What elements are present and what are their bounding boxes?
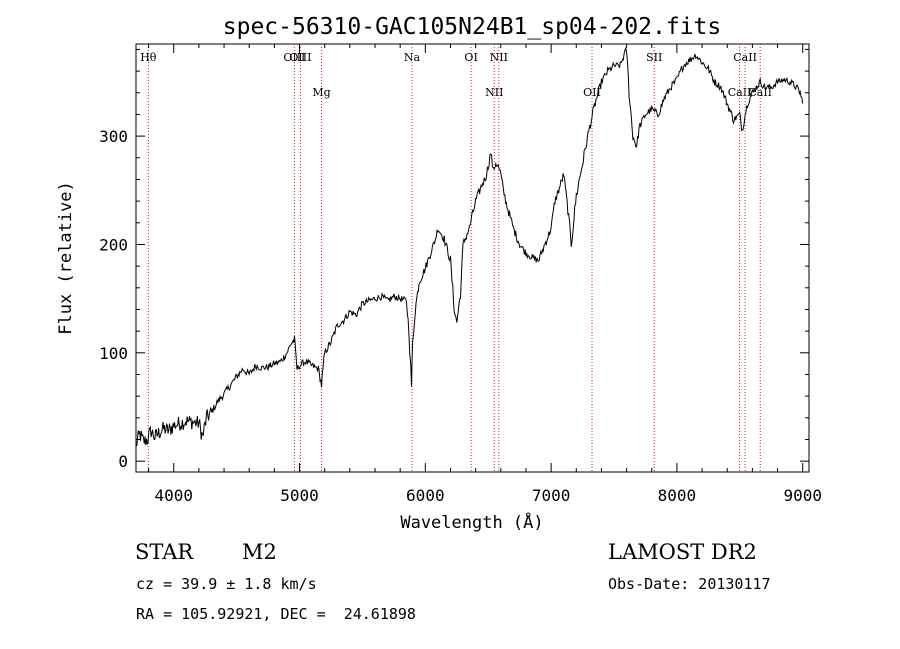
y-tick-label: 200	[99, 235, 128, 254]
y-tick-label: 100	[99, 344, 128, 363]
y-axis-label: Flux (relative)	[56, 181, 76, 335]
x-tick-label: 6000	[406, 486, 445, 505]
emission-line-label: OIII	[289, 51, 311, 64]
axis-ticks: 4000 5000 6000 7000 8000 9000 0 100 200 300	[99, 44, 822, 505]
object-subclass: M2	[242, 540, 277, 564]
emission-line-label: SII	[646, 51, 662, 64]
emission-line-label: NII	[490, 51, 508, 64]
redshift-text: cz = 39.9 ± 1.8 km/s	[136, 575, 317, 593]
obs-date: Obs-Date: 20130117	[608, 575, 771, 593]
x-tick-label: 7000	[532, 486, 571, 505]
coordinates: RA = 105.92921, DEC = 24.61898	[136, 605, 416, 623]
x-tick-label: 4000	[154, 486, 193, 505]
x-tick-label: 5000	[280, 486, 319, 505]
x-axis-label: Wavelength (Å)	[400, 511, 543, 533]
emission-line-label: Hθ	[140, 51, 157, 64]
y-tick-label: 300	[99, 127, 128, 146]
emission-line-label: Mg	[312, 86, 330, 99]
emission-line-label: Na	[404, 51, 421, 64]
emission-line-label: OII	[583, 86, 601, 99]
spectrum-line	[135, 46, 804, 447]
survey-name: LAMOST DR2	[608, 540, 757, 564]
plot-frame	[135, 43, 810, 473]
x-tick-label: 9000	[783, 486, 822, 505]
emission-line-label: NII	[485, 86, 503, 99]
emission-line-label: CaII	[733, 51, 757, 64]
object-class: STAR	[135, 540, 194, 564]
emission-line-label: OI	[464, 51, 477, 64]
x-tick-label: 8000	[658, 486, 697, 505]
emission-line-label: OIII	[283, 51, 305, 64]
chart-title: spec-56310-GAC105N24B1_sp04-202.fits	[223, 14, 722, 40]
y-tick-label: 0	[118, 452, 128, 471]
